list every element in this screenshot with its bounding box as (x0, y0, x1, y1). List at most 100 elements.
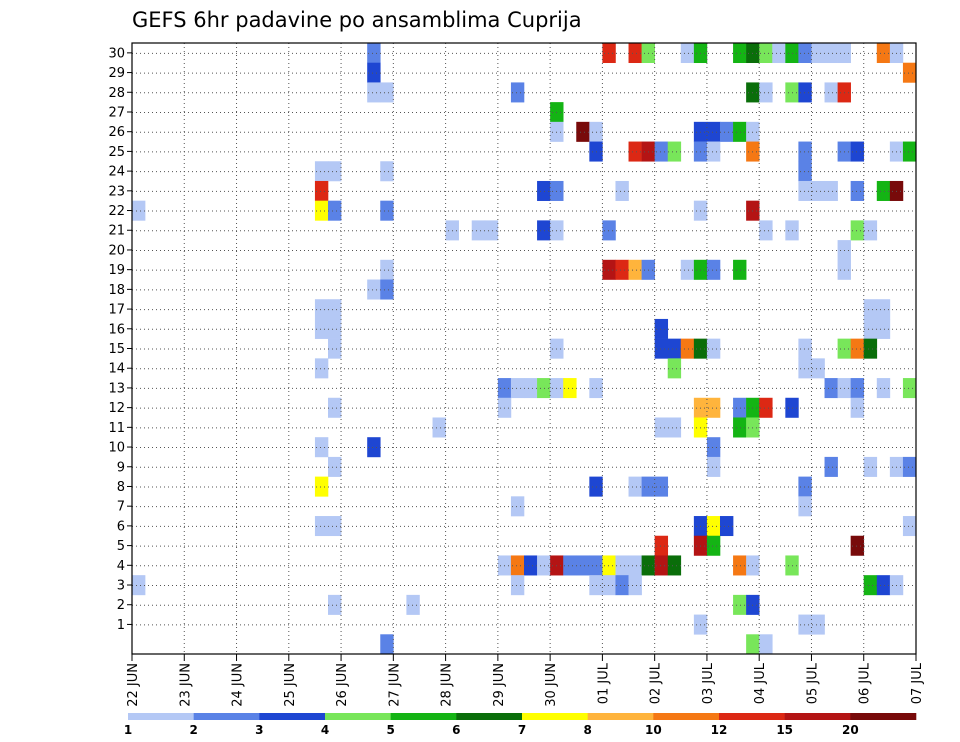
y-tick-label: 11 (108, 421, 125, 436)
heatmap-cell (667, 555, 682, 576)
heatmap-cell (328, 456, 342, 477)
heatmap-cell (667, 141, 682, 162)
colorbar-label: 4 (321, 723, 329, 737)
colorbar-label: 7 (518, 723, 526, 737)
heatmap-cell (706, 437, 721, 458)
heatmap-cell (863, 456, 878, 477)
heatmap-cell (811, 358, 825, 379)
heatmap-cell (537, 220, 551, 241)
heatmap-cell (537, 180, 551, 201)
heatmap-cell (733, 397, 747, 418)
x-tick-label: 06 JUL (858, 662, 873, 704)
heatmap-cell (367, 82, 381, 103)
heatmap-cell (680, 338, 695, 359)
x-tick-label: 07 JUL (910, 662, 925, 704)
heatmap-cell (654, 417, 669, 438)
heatmap-cell (876, 180, 891, 201)
y-tick-label: 17 (108, 303, 125, 318)
x-tick-label: 23 JUN (178, 663, 193, 707)
heatmap-cell (811, 614, 825, 635)
y-tick-label: 9 (117, 460, 125, 475)
heatmap-cell (314, 358, 329, 379)
heatmap-cell (628, 141, 642, 162)
heatmap-cell (654, 476, 669, 497)
heatmap-cell (706, 535, 721, 556)
heatmap-cell (850, 378, 865, 399)
heatmap-cell (759, 397, 773, 418)
heatmap-cell (733, 121, 747, 142)
heatmap-cell (759, 634, 773, 655)
y-tick-label: 15 (108, 342, 125, 357)
heatmap-cell (510, 496, 525, 517)
heatmap-cell (132, 200, 146, 221)
y-tick-label: 27 (108, 105, 125, 120)
heatmap-cell (654, 555, 669, 576)
heatmap-cell (706, 141, 721, 162)
heatmap-cell (798, 476, 812, 497)
heatmap-cell (367, 62, 381, 83)
heatmap-cell (680, 259, 695, 280)
heatmap-cell (902, 456, 917, 477)
colorbar-swatch (719, 713, 785, 720)
heatmap-cell (510, 378, 525, 399)
heatmap-cell (759, 43, 773, 64)
colorbar-swatch (259, 713, 326, 720)
heatmap-cell (314, 161, 329, 182)
heatmap-cell (628, 575, 642, 596)
heatmap-cell (314, 476, 329, 497)
heatmap-cell (863, 220, 878, 241)
heatmap-cell (876, 318, 891, 339)
heatmap-cell (380, 634, 394, 655)
y-tick-label: 5 (117, 539, 125, 554)
heatmap-cell (798, 180, 812, 201)
heatmap-cell (706, 456, 721, 477)
colorbar: 1 2 3 4 5 6 7 8 10 12 15 20 (124, 713, 917, 737)
heatmap-cell (510, 575, 525, 596)
y-tick-label: 14 (108, 362, 125, 377)
heatmap-cell (602, 220, 616, 241)
heatmap-cell (798, 43, 812, 64)
heatmap-cell (563, 555, 577, 576)
heatmap-cell (824, 82, 838, 103)
heatmap-cell (328, 338, 342, 359)
heatmap-cell (563, 378, 577, 399)
colorbar-swatch (850, 713, 917, 720)
y-tick-label: 25 (108, 145, 125, 160)
colorbar-label: 3 (255, 723, 263, 737)
heatmap-cell (720, 121, 734, 142)
heatmap-cell (380, 259, 394, 280)
y-tick-label: 1 (117, 618, 125, 633)
heatmap-cell (733, 594, 747, 615)
y-tick-label: 23 (108, 184, 125, 199)
heatmap-cell (824, 180, 838, 201)
x-tick-label: 28 JUN (440, 663, 455, 707)
y-tick-label: 13 (108, 381, 125, 396)
heatmap-cell (576, 121, 590, 142)
heatmap-cell (863, 338, 878, 359)
grid-lines (132, 43, 916, 654)
heatmap-cell (824, 378, 838, 399)
heatmap-cell (902, 141, 917, 162)
heatmap-cell (798, 338, 812, 359)
axes: 1234567891011121314151617181920212223242… (108, 42, 925, 707)
heatmap-cell (314, 437, 329, 458)
heatmap-cell (328, 397, 342, 418)
colorbar-label: 20 (842, 723, 859, 737)
x-tick-label: 03 JUL (701, 662, 716, 704)
y-tick-label: 18 (108, 283, 125, 298)
heatmap-cell (484, 220, 499, 241)
x-tick-label: 30 JUN (544, 663, 559, 707)
colorbar-swatch (522, 713, 588, 720)
y-tick-label: 8 (117, 480, 125, 495)
y-tick-label: 24 (108, 165, 125, 180)
heatmap-cell (328, 516, 342, 537)
heatmap-cell (615, 575, 629, 596)
heatmap-cell (510, 82, 525, 103)
x-tick-label: 26 JUN (335, 663, 350, 707)
y-tick-label: 4 (117, 559, 125, 574)
heatmap-cell (850, 535, 865, 556)
colorbar-label: 1 (124, 723, 132, 737)
heatmap-cell (328, 299, 342, 320)
x-tick-label: 05 JUL (805, 662, 820, 704)
